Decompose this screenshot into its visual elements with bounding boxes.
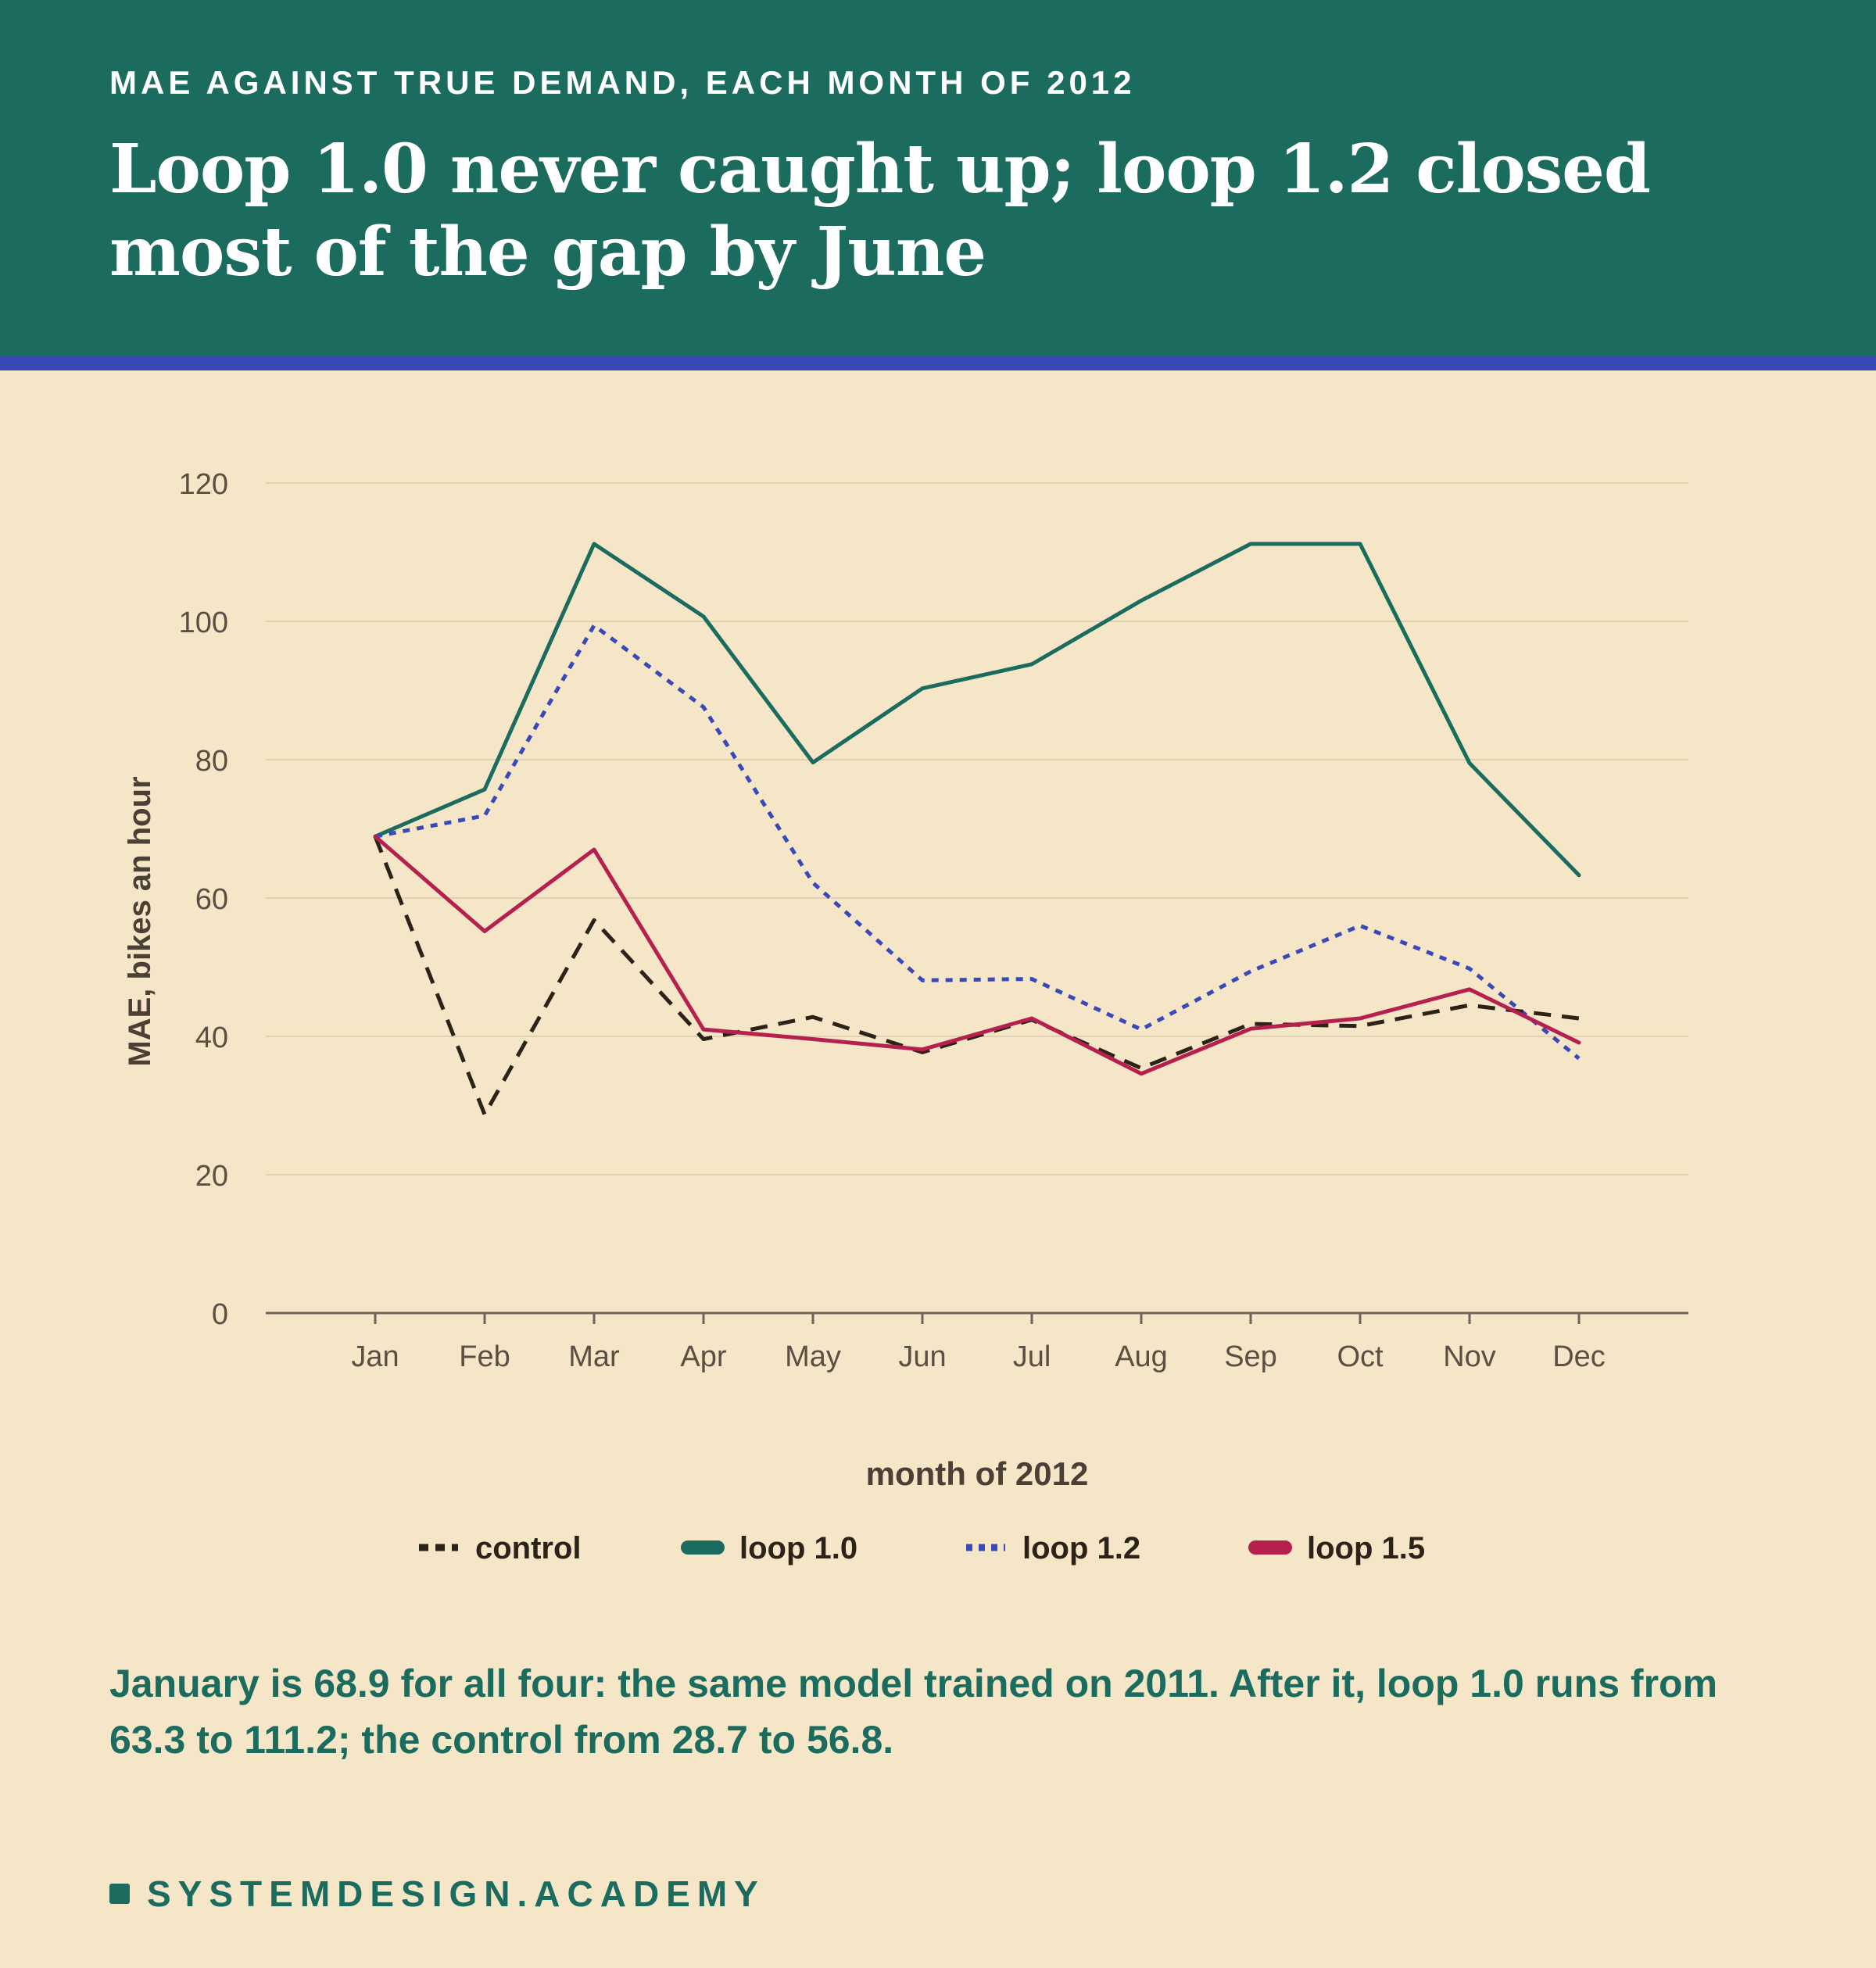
header-accent-rule xyxy=(0,356,1876,370)
x-tick-label-jul: Jul xyxy=(1013,1340,1051,1373)
x-tick-label-oct: Oct xyxy=(1337,1340,1384,1373)
chart-caption: January is 68.9 for all four: the same m… xyxy=(109,1662,1718,1762)
legend-label-loop-1-2: loop 1.2 xyxy=(1022,1531,1140,1565)
legend-label-control: control xyxy=(475,1531,582,1565)
y-axis-title: MAE, bikes an hour xyxy=(123,776,157,1066)
y-tick-label: 120 xyxy=(179,468,228,501)
x-tick-label-jan: Jan xyxy=(351,1340,399,1373)
x-axis-title: month of 2012 xyxy=(866,1455,1089,1492)
series-line-loop-1-2 xyxy=(374,623,1581,1061)
y-tick-label: 100 xyxy=(179,607,228,639)
brand-name: SYSTEMDESIGN.ACADEMY xyxy=(147,1873,765,1914)
header-banner xyxy=(0,0,1876,356)
series-line-loop-1-5 xyxy=(373,834,1581,1076)
x-tick-label-dec: Dec xyxy=(1552,1340,1606,1373)
x-tick-label-jun: Jun xyxy=(898,1340,946,1373)
y-tick-label: 0 xyxy=(212,1298,228,1331)
x-tick-label-feb: Feb xyxy=(459,1340,510,1373)
series-line-loop-1-0 xyxy=(373,542,1581,878)
y-tick-label: 40 xyxy=(195,1022,228,1054)
brand-footer: SYSTEMDESIGN.ACADEMY xyxy=(109,1873,765,1915)
chart-headline: Loop 1.0 never caught up; loop 1.2 close… xyxy=(109,130,1651,292)
x-tick-label-may: May xyxy=(785,1340,841,1373)
x-tick-label-nov: Nov xyxy=(1443,1340,1496,1373)
brand-square-icon xyxy=(109,1884,130,1904)
x-tick-label-mar: Mar xyxy=(568,1340,620,1373)
series-line-control xyxy=(373,836,1580,1117)
y-tick-label: 20 xyxy=(195,1160,228,1193)
chart-kicker: MAE AGAINST TRUE DEMAND, EACH MONTH OF 2… xyxy=(109,64,1136,101)
y-tick-label: 60 xyxy=(195,883,228,916)
legend-label-loop-1-5: loop 1.5 xyxy=(1307,1531,1425,1565)
x-tick-label-aug: Aug xyxy=(1115,1340,1168,1373)
x-tick-label-sep: Sep xyxy=(1224,1340,1277,1373)
x-tick-label-apr: Apr xyxy=(680,1340,726,1373)
y-tick-label: 80 xyxy=(195,745,228,778)
legend-label-loop-1-0: loop 1.0 xyxy=(739,1531,857,1565)
